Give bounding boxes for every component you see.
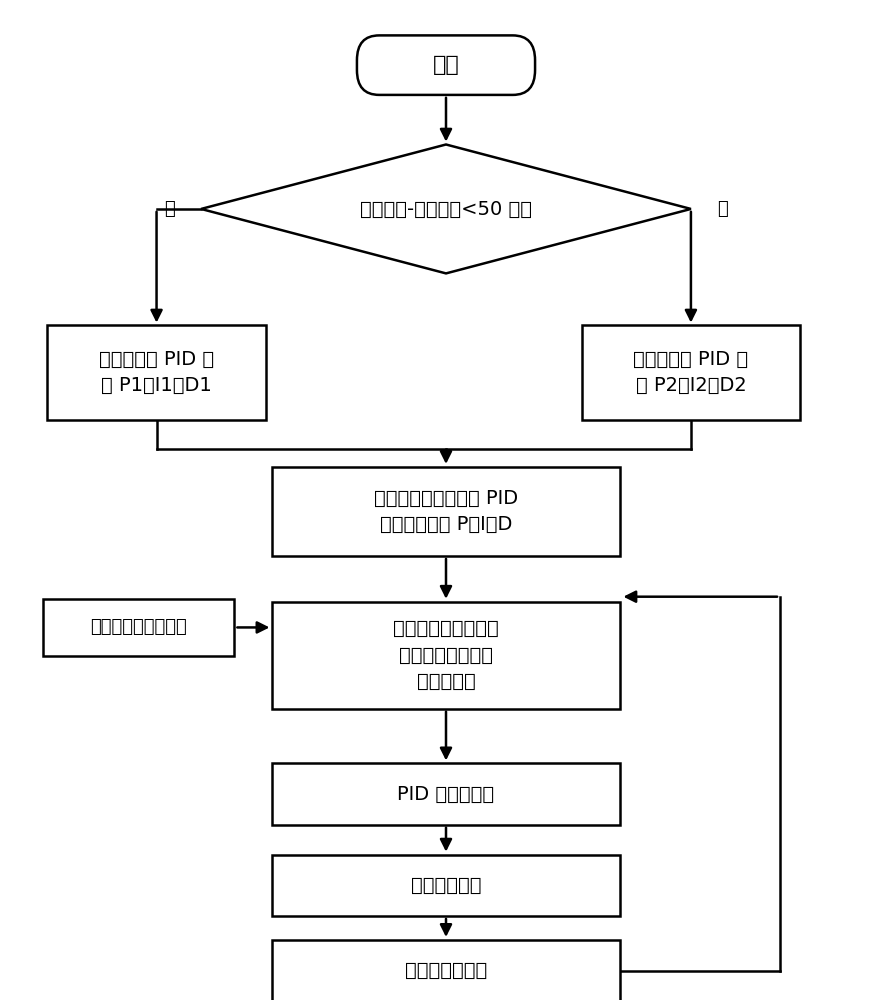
Text: 设置作用于加热泵的 PID
控制器的参数 P、I、D: 设置作用于加热泵的 PID 控制器的参数 P、I、D — [374, 489, 518, 534]
Bar — [272, 467, 620, 556]
Text: 选择第一组 PID 参
数 P1、I1、D1: 选择第一组 PID 参 数 P1、I1、D1 — [99, 350, 214, 395]
Text: 设定温度-入水温度<50 度？: 设定温度-入水温度<50 度？ — [360, 199, 532, 218]
Bar — [272, 602, 620, 709]
Bar — [272, 763, 620, 825]
Text: 定时器（时间参数）: 定时器（时间参数） — [90, 618, 187, 636]
Bar — [272, 855, 620, 916]
Text: 选择第二组 PID 参
数 P2、I2、D2: 选择第二组 PID 参 数 P2、I2、D2 — [633, 350, 748, 395]
Text: 功率参数输出: 功率参数输出 — [410, 876, 482, 895]
Text: 定时采集出水温度、
加热罐内热水温度
和设定温度: 定时采集出水温度、 加热罐内热水温度 和设定温度 — [393, 619, 499, 691]
Polygon shape — [201, 144, 691, 273]
Bar — [272, 940, 620, 1000]
Bar — [582, 325, 800, 420]
Bar — [47, 325, 266, 420]
Text: PID 控制器计算: PID 控制器计算 — [398, 785, 494, 804]
Text: 是: 是 — [164, 200, 176, 218]
Bar — [43, 599, 235, 656]
Text: 调节加热泵功率: 调节加热泵功率 — [405, 961, 487, 980]
Text: 开始: 开始 — [433, 55, 459, 75]
FancyBboxPatch shape — [357, 35, 535, 95]
Text: 否: 否 — [716, 200, 728, 218]
